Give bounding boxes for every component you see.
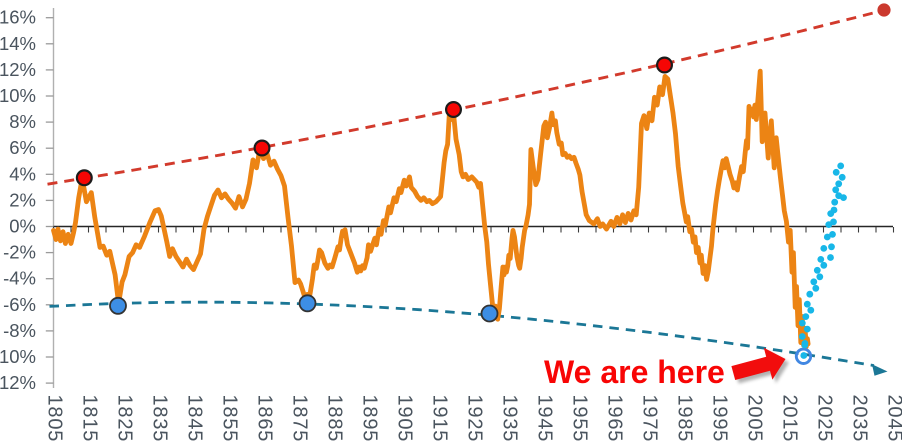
svg-text:1895: 1895 bbox=[359, 395, 381, 443]
svg-text:14%: 14% bbox=[0, 33, 36, 54]
svg-text:2035: 2035 bbox=[849, 395, 871, 443]
svg-text:1945: 1945 bbox=[534, 395, 556, 443]
svg-text:1845: 1845 bbox=[184, 395, 206, 443]
svg-text:1805: 1805 bbox=[44, 395, 66, 443]
svg-text:2025: 2025 bbox=[814, 395, 836, 443]
svg-text:16%: 16% bbox=[0, 7, 36, 28]
svg-text:1965: 1965 bbox=[604, 395, 626, 443]
svg-text:-12%: -12% bbox=[0, 372, 36, 393]
svg-text:1955: 1955 bbox=[569, 395, 591, 443]
svg-text:-6%: -6% bbox=[3, 294, 36, 315]
svg-text:0%: 0% bbox=[9, 216, 36, 237]
svg-text:2015: 2015 bbox=[779, 395, 801, 443]
svg-text:1995: 1995 bbox=[709, 395, 731, 443]
svg-text:2005: 2005 bbox=[744, 395, 766, 443]
svg-text:1935: 1935 bbox=[499, 395, 521, 443]
svg-text:-8%: -8% bbox=[3, 320, 36, 341]
svg-text:8%: 8% bbox=[9, 111, 36, 132]
svg-text:2045: 2045 bbox=[884, 395, 902, 443]
svg-text:We are here: We are here bbox=[544, 354, 725, 390]
svg-text:2%: 2% bbox=[9, 189, 36, 210]
svg-text:1885: 1885 bbox=[324, 395, 346, 443]
svg-text:1835: 1835 bbox=[149, 395, 171, 443]
svg-text:1985: 1985 bbox=[674, 395, 696, 443]
svg-text:1875: 1875 bbox=[289, 395, 311, 443]
svg-text:4%: 4% bbox=[9, 163, 36, 184]
svg-text:1855: 1855 bbox=[219, 395, 241, 443]
svg-text:6%: 6% bbox=[9, 137, 36, 158]
svg-text:-2%: -2% bbox=[3, 242, 36, 263]
svg-text:1865: 1865 bbox=[254, 395, 276, 443]
svg-text:1825: 1825 bbox=[114, 395, 136, 443]
svg-text:10%: 10% bbox=[0, 85, 36, 106]
svg-text:-10%: -10% bbox=[0, 346, 36, 367]
svg-text:1905: 1905 bbox=[394, 395, 416, 443]
svg-text:-4%: -4% bbox=[3, 268, 36, 289]
svg-text:1915: 1915 bbox=[429, 395, 451, 443]
svg-text:1925: 1925 bbox=[464, 395, 486, 443]
svg-text:1815: 1815 bbox=[79, 395, 101, 443]
svg-text:12%: 12% bbox=[0, 59, 36, 80]
svg-text:1975: 1975 bbox=[639, 395, 661, 443]
